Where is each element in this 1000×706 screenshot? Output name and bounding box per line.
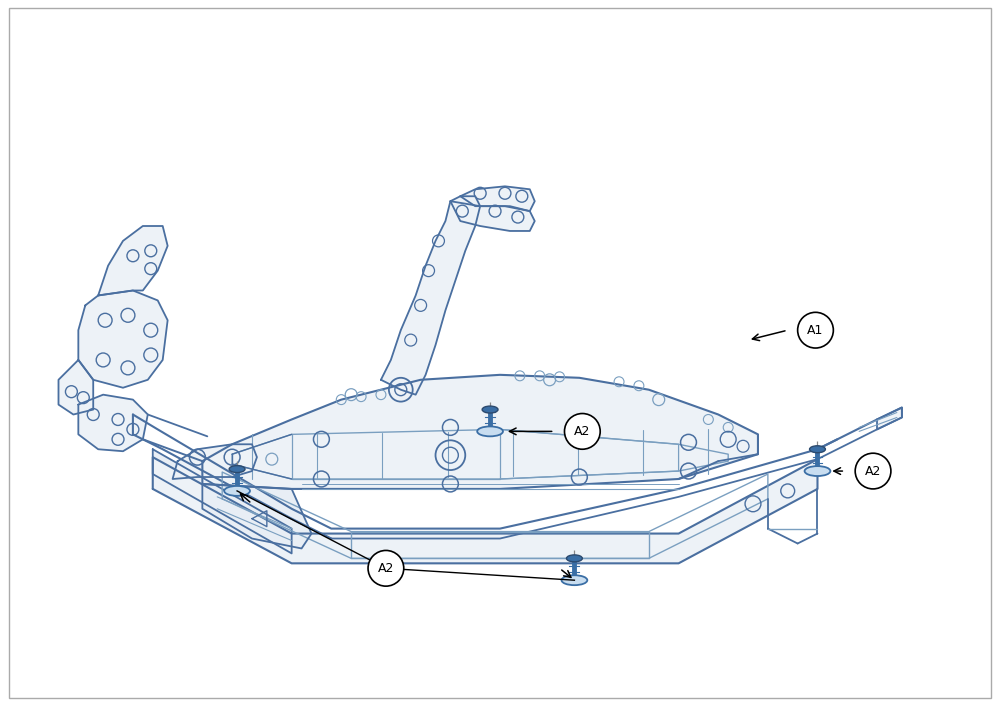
- Polygon shape: [381, 196, 480, 395]
- Polygon shape: [877, 407, 902, 429]
- Polygon shape: [153, 449, 292, 554]
- Polygon shape: [202, 484, 311, 549]
- Text: A2: A2: [865, 465, 881, 477]
- Ellipse shape: [224, 486, 250, 496]
- Polygon shape: [153, 457, 817, 563]
- Polygon shape: [202, 375, 758, 489]
- Polygon shape: [78, 290, 168, 388]
- Polygon shape: [78, 395, 148, 451]
- Ellipse shape: [805, 466, 830, 476]
- Ellipse shape: [810, 445, 825, 453]
- Ellipse shape: [566, 555, 582, 562]
- Text: A2: A2: [574, 425, 591, 438]
- Polygon shape: [450, 201, 535, 231]
- Polygon shape: [460, 186, 535, 211]
- Ellipse shape: [477, 426, 503, 436]
- Circle shape: [564, 414, 600, 449]
- Circle shape: [855, 453, 891, 489]
- Circle shape: [798, 312, 833, 348]
- Text: A2: A2: [378, 562, 394, 575]
- Ellipse shape: [229, 465, 245, 472]
- Polygon shape: [98, 226, 168, 295]
- Polygon shape: [173, 444, 257, 479]
- Circle shape: [368, 551, 404, 586]
- Ellipse shape: [562, 575, 587, 585]
- Polygon shape: [59, 360, 93, 414]
- Ellipse shape: [482, 406, 498, 413]
- Text: A1: A1: [807, 323, 824, 337]
